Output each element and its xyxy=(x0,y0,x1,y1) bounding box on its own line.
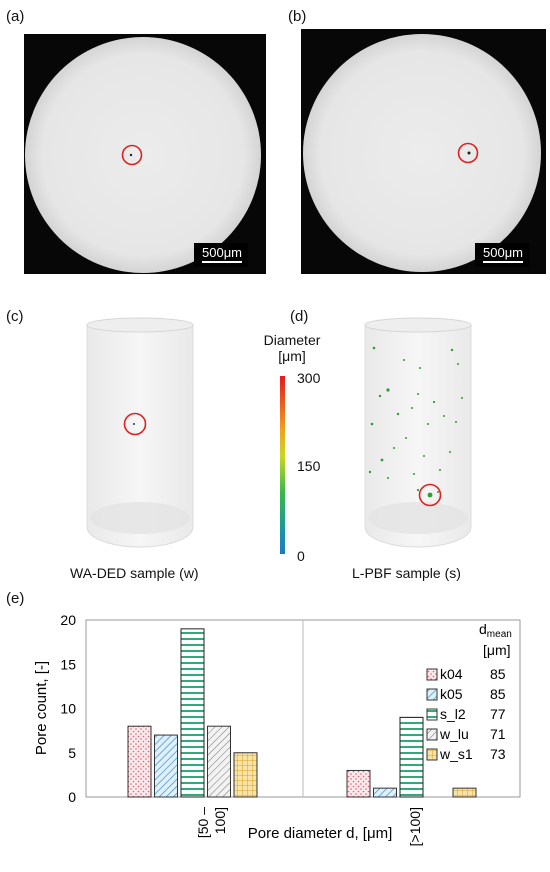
y-axis-label: Pore count, [-] xyxy=(33,661,50,755)
pore-highlight-circle-a xyxy=(121,144,143,166)
bar-w_s1-1 xyxy=(233,752,258,798)
caption-wa-ded: WA-DED sample (w) xyxy=(70,565,199,581)
legend-label-k04: k04 xyxy=(440,666,463,682)
pore-highlight-circle-b xyxy=(457,142,479,164)
legend-swatch-w_lu xyxy=(426,728,438,741)
scale-bar-b-line xyxy=(483,261,524,263)
pore-highlight-circle-d xyxy=(418,483,442,507)
scale-bar-a-line xyxy=(202,261,243,263)
legend-swatch-k04 xyxy=(426,668,438,681)
pore-highlight-circle-c xyxy=(123,412,147,436)
category-label-1-line1: [50 – xyxy=(195,807,211,838)
legend-header-line2: [μm] xyxy=(483,642,511,658)
y-tick-label: 10 xyxy=(60,701,76,717)
colorbar-title: Diameter [μm] xyxy=(262,332,322,364)
bar-s_l2-2 xyxy=(399,716,424,798)
bar-k04-1 xyxy=(127,725,152,798)
ct-slice-b-image xyxy=(303,34,541,272)
ct-disc-a xyxy=(25,37,261,273)
pore-cloud-l-pbf xyxy=(368,346,463,493)
y-tick-label: 5 xyxy=(68,745,76,761)
ct-disc-b xyxy=(303,34,541,272)
colorbar-mid-label: 150 xyxy=(297,458,321,474)
legend-dmean-k04: 85 xyxy=(490,666,506,682)
panel-label-a: (a) xyxy=(6,8,25,25)
scale-bar-a: 500μm xyxy=(194,243,249,267)
bar-k04-2 xyxy=(346,769,371,798)
cylinder-wa-ded xyxy=(86,317,194,548)
bar-s_l2-1 xyxy=(180,628,205,798)
colorbar-gradient xyxy=(280,376,285,554)
legend-dmean-w_lu: 71 xyxy=(490,726,506,742)
legend-swatch-s_l2 xyxy=(426,708,438,721)
y-tick-label: 15 xyxy=(60,656,76,672)
legend-header-sub: mean xyxy=(487,629,512,640)
category-label-1-line2: 100] xyxy=(212,807,228,834)
colorbar-min-label: 0 xyxy=(297,548,305,564)
ct-slice-b: 500μm xyxy=(301,29,546,274)
scale-bar-b: 500μm xyxy=(475,243,530,267)
bar-chart-e: Pore count, [-] 0 5 10 15 20 [50 – 100] [>10… xyxy=(2,600,550,867)
ct-slice-a-image xyxy=(25,37,261,273)
y-tick-label: 0 xyxy=(68,789,76,805)
y-tick-label: 20 xyxy=(60,612,76,628)
pore-dot-b xyxy=(467,151,471,155)
pore-dot-a xyxy=(129,153,133,157)
legend-label-s_l2: s_l2 xyxy=(440,706,466,722)
caption-l-pbf: L-PBF sample (s) xyxy=(352,565,461,581)
ct-slice-a: 500μm xyxy=(24,34,266,274)
legend-swatch-k05 xyxy=(426,688,438,701)
cylinder-l-pbf xyxy=(364,317,472,548)
x-axis-label: Pore diameter d, [μm] xyxy=(248,825,393,842)
legend-dmean-w_s1: 73 xyxy=(490,746,506,762)
pore-dot-d xyxy=(427,492,433,498)
panel-label-e: (e) xyxy=(6,590,25,607)
bar-w_lu-1 xyxy=(207,725,231,798)
legend-label-w_lu: w_lu xyxy=(439,726,469,742)
legend-dmean-s_l2: 77 xyxy=(490,706,506,722)
bar-w_s1-2 xyxy=(452,787,477,798)
legend-swatch-w_s1 xyxy=(426,748,438,761)
colorbar-title-line1: Diameter xyxy=(263,332,321,348)
legend-label-k05: k05 xyxy=(440,686,463,702)
colorbar-max-label: 300 xyxy=(297,370,321,386)
pore-dot-c xyxy=(133,423,135,425)
panel-label-d: (d) xyxy=(290,308,309,325)
legend-header-line1: d xyxy=(479,621,487,637)
colorbar-title-line2: [μm] xyxy=(278,348,306,364)
bar-chart-svg: Pore count, [-] 0 5 10 15 20 [50 – 100] [>10… xyxy=(33,612,521,846)
legend-dmean-k05: 85 xyxy=(490,686,506,702)
bar-k05-2 xyxy=(373,787,397,798)
panel-label-c: (c) xyxy=(6,308,24,325)
bar-k05-1 xyxy=(154,734,178,798)
category-label-2: [>100] xyxy=(407,807,423,846)
legend-label-w_s1: w_s1 xyxy=(439,746,473,762)
scale-bar-a-label: 500μm xyxy=(202,245,243,260)
legend-header-d: dmean xyxy=(479,621,512,640)
scale-bar-b-label: 500μm xyxy=(483,245,524,260)
panel-label-b: (b) xyxy=(288,8,307,25)
